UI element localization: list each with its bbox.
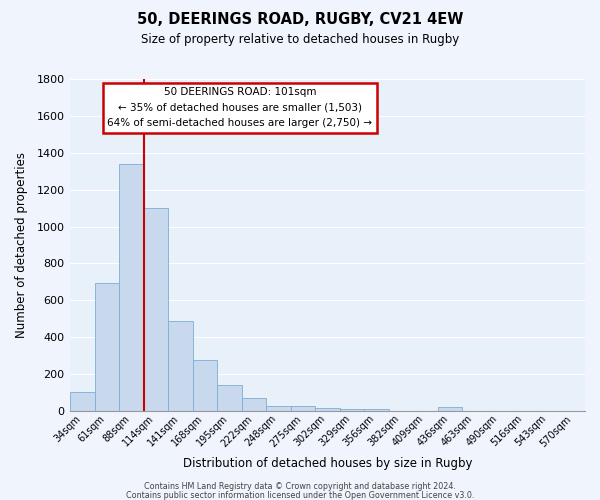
Bar xyxy=(95,282,119,411)
Bar xyxy=(438,407,463,411)
Bar xyxy=(315,408,340,411)
Bar xyxy=(70,392,95,411)
Text: 50, DEERINGS ROAD, RUGBY, CV21 4EW: 50, DEERINGS ROAD, RUGBY, CV21 4EW xyxy=(137,12,463,28)
Bar xyxy=(266,406,291,411)
Bar xyxy=(217,385,242,411)
Bar xyxy=(340,409,364,411)
Bar xyxy=(119,164,143,411)
Bar xyxy=(364,409,389,411)
Text: 50 DEERINGS ROAD: 101sqm
← 35% of detached houses are smaller (1,503)
64% of sem: 50 DEERINGS ROAD: 101sqm ← 35% of detach… xyxy=(107,88,373,128)
Text: Contains HM Land Registry data © Crown copyright and database right 2024.: Contains HM Land Registry data © Crown c… xyxy=(144,482,456,491)
Bar xyxy=(193,360,217,411)
X-axis label: Distribution of detached houses by size in Rugby: Distribution of detached houses by size … xyxy=(183,457,472,470)
Text: Contains public sector information licensed under the Open Government Licence v3: Contains public sector information licen… xyxy=(126,490,474,500)
Bar xyxy=(168,320,193,411)
Bar xyxy=(143,208,168,411)
Bar xyxy=(242,398,266,411)
Y-axis label: Number of detached properties: Number of detached properties xyxy=(15,152,28,338)
Text: Size of property relative to detached houses in Rugby: Size of property relative to detached ho… xyxy=(141,32,459,46)
Bar xyxy=(291,406,315,411)
